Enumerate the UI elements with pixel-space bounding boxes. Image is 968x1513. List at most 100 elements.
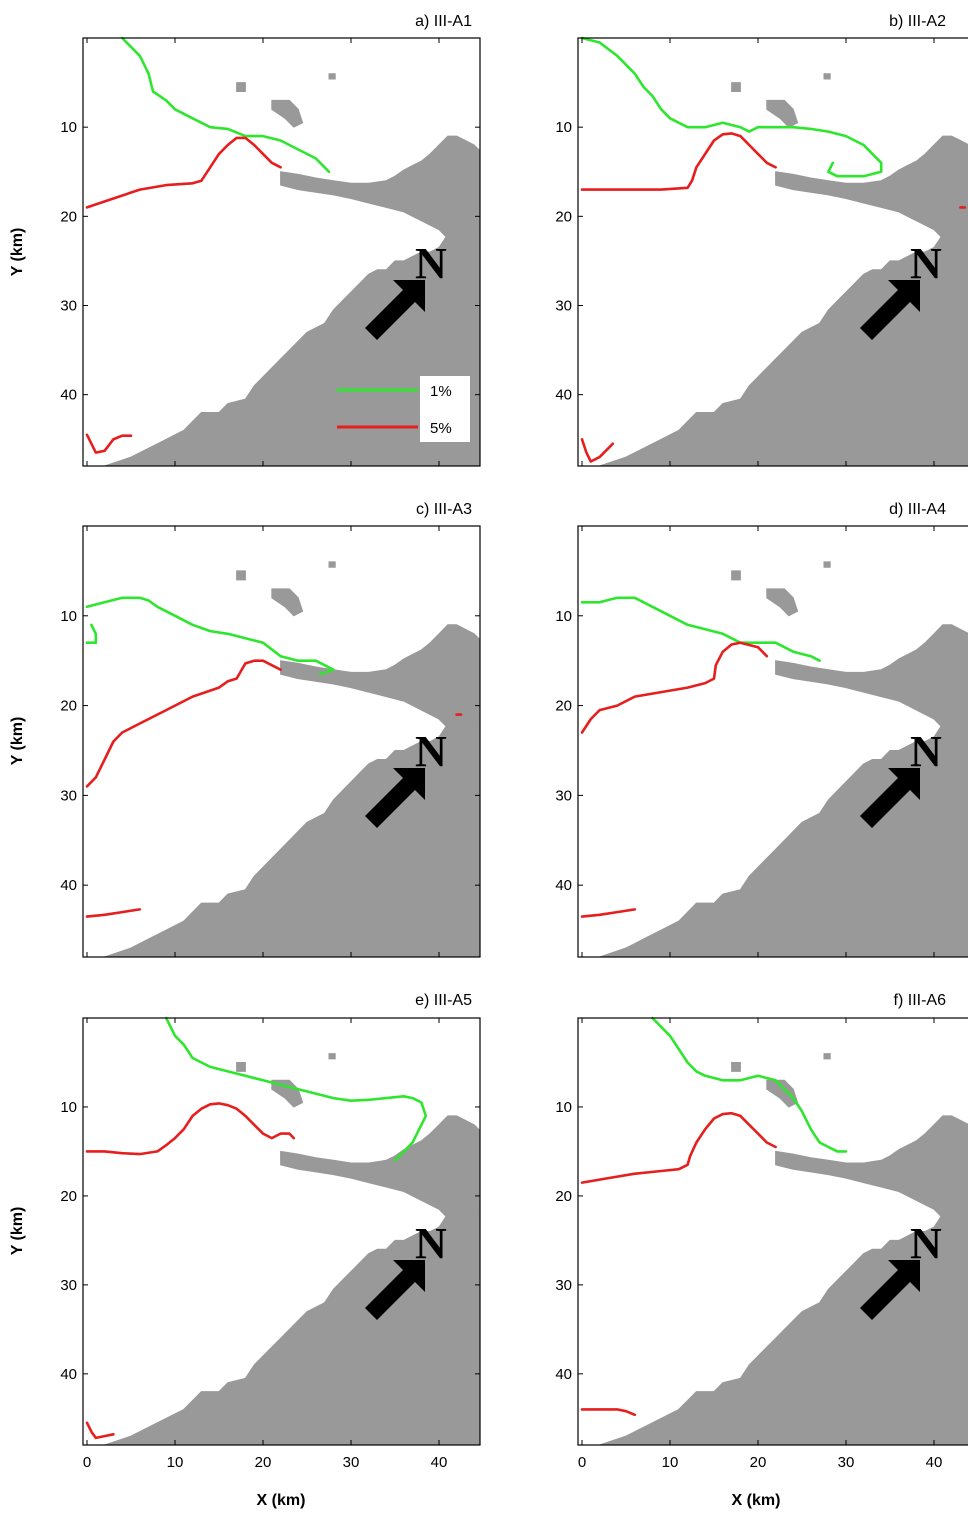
series-line [85, 1102, 296, 1156]
series-line [580, 132, 777, 191]
x-tick-label: 0 [83, 1454, 91, 1471]
land-island [766, 1079, 799, 1108]
y-tick-label: 40 [60, 1366, 77, 1383]
series-line [85, 596, 335, 676]
series-line [85, 1421, 115, 1440]
x-tick-label: 40 [431, 1454, 448, 1471]
land-coast [280, 135, 480, 244]
land-island [328, 73, 336, 80]
series-line [85, 136, 282, 209]
x-tick-label: 40 [926, 1454, 943, 1471]
y-tick-label: 10 [555, 1099, 572, 1116]
series-line [580, 641, 769, 734]
y-tick-label: 10 [555, 119, 572, 136]
y-tick-label: 10 [60, 119, 77, 136]
panel-title: f) III-A6 [894, 992, 947, 1009]
series-line [580, 596, 821, 662]
y-tick-label: 20 [60, 208, 77, 225]
north-arrow-icon: N [860, 727, 942, 828]
land-island [271, 588, 304, 617]
y-tick-label: 10 [60, 608, 77, 625]
legend-label-1pct: 1% [430, 383, 452, 400]
land-island [328, 561, 336, 568]
panel-c: c) III-A3 N 10 20 30 40 [60, 501, 481, 958]
series-line [580, 36, 883, 178]
y-tick-label: 40 [555, 387, 572, 404]
land-island [236, 82, 246, 92]
y-tick-label: 10 [60, 1099, 77, 1116]
y-tick-label: 40 [555, 1366, 572, 1383]
north-label: N [415, 1219, 447, 1268]
x-tick-label: 30 [343, 1454, 360, 1471]
north-arrow-icon: N [860, 239, 942, 340]
y-tick-label: 30 [60, 787, 77, 804]
series-line [580, 438, 615, 463]
panel-title: b) III-A2 [889, 13, 946, 30]
x-tick-label: 10 [167, 1454, 184, 1471]
land-coast [280, 624, 480, 734]
land-island [823, 561, 831, 568]
land-island [731, 1062, 741, 1072]
y-tick-label: 40 [60, 387, 77, 404]
series-line [85, 433, 133, 454]
north-label: N [910, 239, 942, 288]
panel-a: a) III-A1 N 10 20 30 40 [60, 13, 481, 467]
land-island [766, 99, 799, 128]
panel-d: d) III-A4 N 10 20 30 40 [555, 501, 968, 958]
land-island [766, 588, 799, 617]
panel-title: c) III-A3 [416, 501, 472, 518]
legend-label-5pct: 5% [430, 420, 452, 437]
north-label: N [415, 727, 447, 776]
y-tick-label: 40 [60, 877, 77, 894]
land-island [271, 1079, 304, 1108]
series-line [651, 1016, 848, 1153]
series-line [120, 36, 331, 174]
x-tick-label: 20 [750, 1454, 767, 1471]
x-tick-label: 30 [838, 1454, 855, 1471]
land-island [328, 1053, 336, 1060]
y-tick-label: 30 [555, 1277, 572, 1294]
land-coast [775, 135, 968, 244]
land-island [731, 570, 741, 581]
x-axis-label: X (km) [257, 1492, 306, 1509]
y-tick-label: 20 [555, 698, 572, 715]
y-tick-label: 30 [60, 298, 77, 315]
north-label: N [910, 1219, 942, 1268]
land-island [236, 570, 246, 581]
y-axis-label: Y (km) [9, 228, 26, 277]
land-island [731, 82, 741, 92]
series-line [580, 1111, 777, 1184]
y-tick-label: 30 [555, 298, 572, 315]
land-coast [280, 1115, 480, 1224]
y-tick-label: 10 [555, 608, 572, 625]
y-tick-label: 30 [60, 1277, 77, 1294]
y-tick-label: 20 [60, 698, 77, 715]
x-axis-label: X (km) [732, 1492, 781, 1509]
y-tick-label: 20 [60, 1188, 77, 1205]
y-tick-label: 20 [555, 208, 572, 225]
north-arrow-icon: N [860, 1219, 942, 1320]
panel-e: e) III-A5 N 10 20 30 40 0 10 20 30 40 [60, 992, 481, 1471]
y-axis-label: Y (km) [9, 1207, 26, 1256]
panel-b: b) III-A2 N 10 20 30 40 [555, 13, 968, 467]
north-arrow-icon: N [365, 1219, 447, 1320]
land-island [271, 99, 304, 128]
land-island [823, 73, 831, 80]
x-tick-label: 20 [255, 1454, 272, 1471]
land-island [823, 1053, 831, 1060]
panel-title: d) III-A4 [889, 501, 946, 518]
x-tick-label: 10 [662, 1454, 679, 1471]
series-line [580, 1408, 637, 1417]
series-line [85, 908, 142, 918]
y-tick-label: 30 [555, 787, 572, 804]
north-arrow-icon: N [365, 727, 447, 828]
y-tick-label: 20 [555, 1188, 572, 1205]
north-label: N [415, 239, 447, 288]
land-island [236, 1062, 246, 1072]
north-arrow-icon: N [365, 239, 447, 340]
north-label: N [910, 727, 942, 776]
panel-title: e) III-A5 [415, 992, 472, 1009]
panel-title: a) III-A1 [415, 13, 472, 30]
land-coast [775, 1115, 968, 1224]
